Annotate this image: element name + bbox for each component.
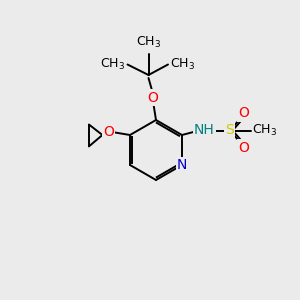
Text: NH: NH (194, 124, 215, 137)
Text: O: O (103, 125, 114, 139)
Text: CH$_3$: CH$_3$ (100, 57, 125, 72)
Text: O: O (238, 106, 249, 120)
Text: CH$_3$: CH$_3$ (253, 123, 278, 138)
Text: O: O (238, 141, 249, 154)
Text: CH$_3$: CH$_3$ (170, 57, 196, 72)
Text: S: S (226, 124, 234, 137)
Text: N: N (177, 158, 187, 172)
Text: O: O (148, 91, 158, 104)
Text: CH$_3$: CH$_3$ (136, 35, 161, 50)
